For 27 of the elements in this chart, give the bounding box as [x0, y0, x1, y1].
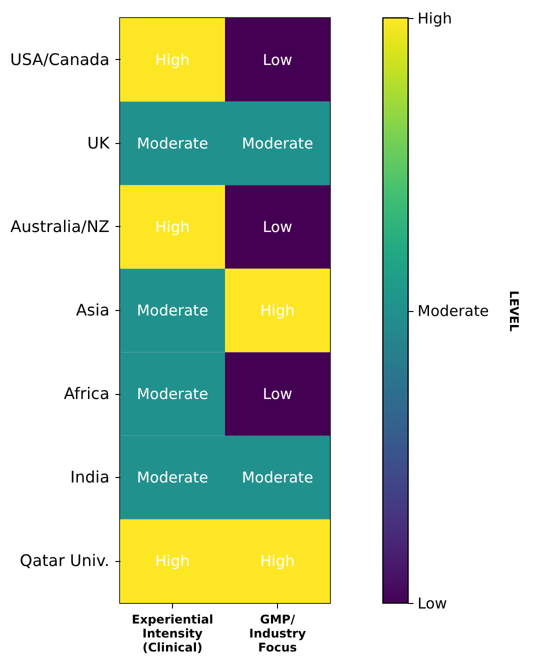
y-tick-label: Qatar Univ.: [20, 551, 110, 570]
y-tick-label: India: [70, 468, 110, 487]
y-tick-label: Australia/NZ: [10, 216, 110, 236]
data-label: Low: [262, 385, 292, 404]
color-bar-label: High: [418, 10, 452, 28]
data-label: High: [155, 218, 190, 236]
data-label: Moderate: [136, 385, 208, 404]
y-tick-label: Africa: [64, 384, 110, 404]
y-tick-label: Asia: [76, 300, 110, 320]
data-label: Low: [262, 50, 292, 69]
data-label: Moderate: [136, 468, 208, 487]
color-bar-label: Low: [418, 594, 448, 612]
x-tick-label: Experiential Intensity (Clinical): [132, 612, 214, 654]
data-label: Low: [262, 218, 292, 236]
data-label: Moderate: [242, 134, 314, 152]
data-label: Moderate: [136, 134, 208, 152]
color-bar-title: LEVEL: [506, 290, 521, 332]
data-label: High: [155, 50, 190, 69]
x-tick-label: GMP/ Industry Focus: [249, 612, 306, 654]
data-label: High: [155, 552, 190, 570]
y-tick-label: USA/Canada: [10, 50, 110, 69]
data-label: High: [260, 552, 295, 570]
data-label: High: [260, 302, 295, 320]
data-label: Moderate: [242, 468, 314, 487]
color-bar-label: Moderate: [418, 302, 489, 320]
y-tick-label: UK: [87, 133, 110, 152]
data-label: Moderate: [136, 302, 208, 320]
